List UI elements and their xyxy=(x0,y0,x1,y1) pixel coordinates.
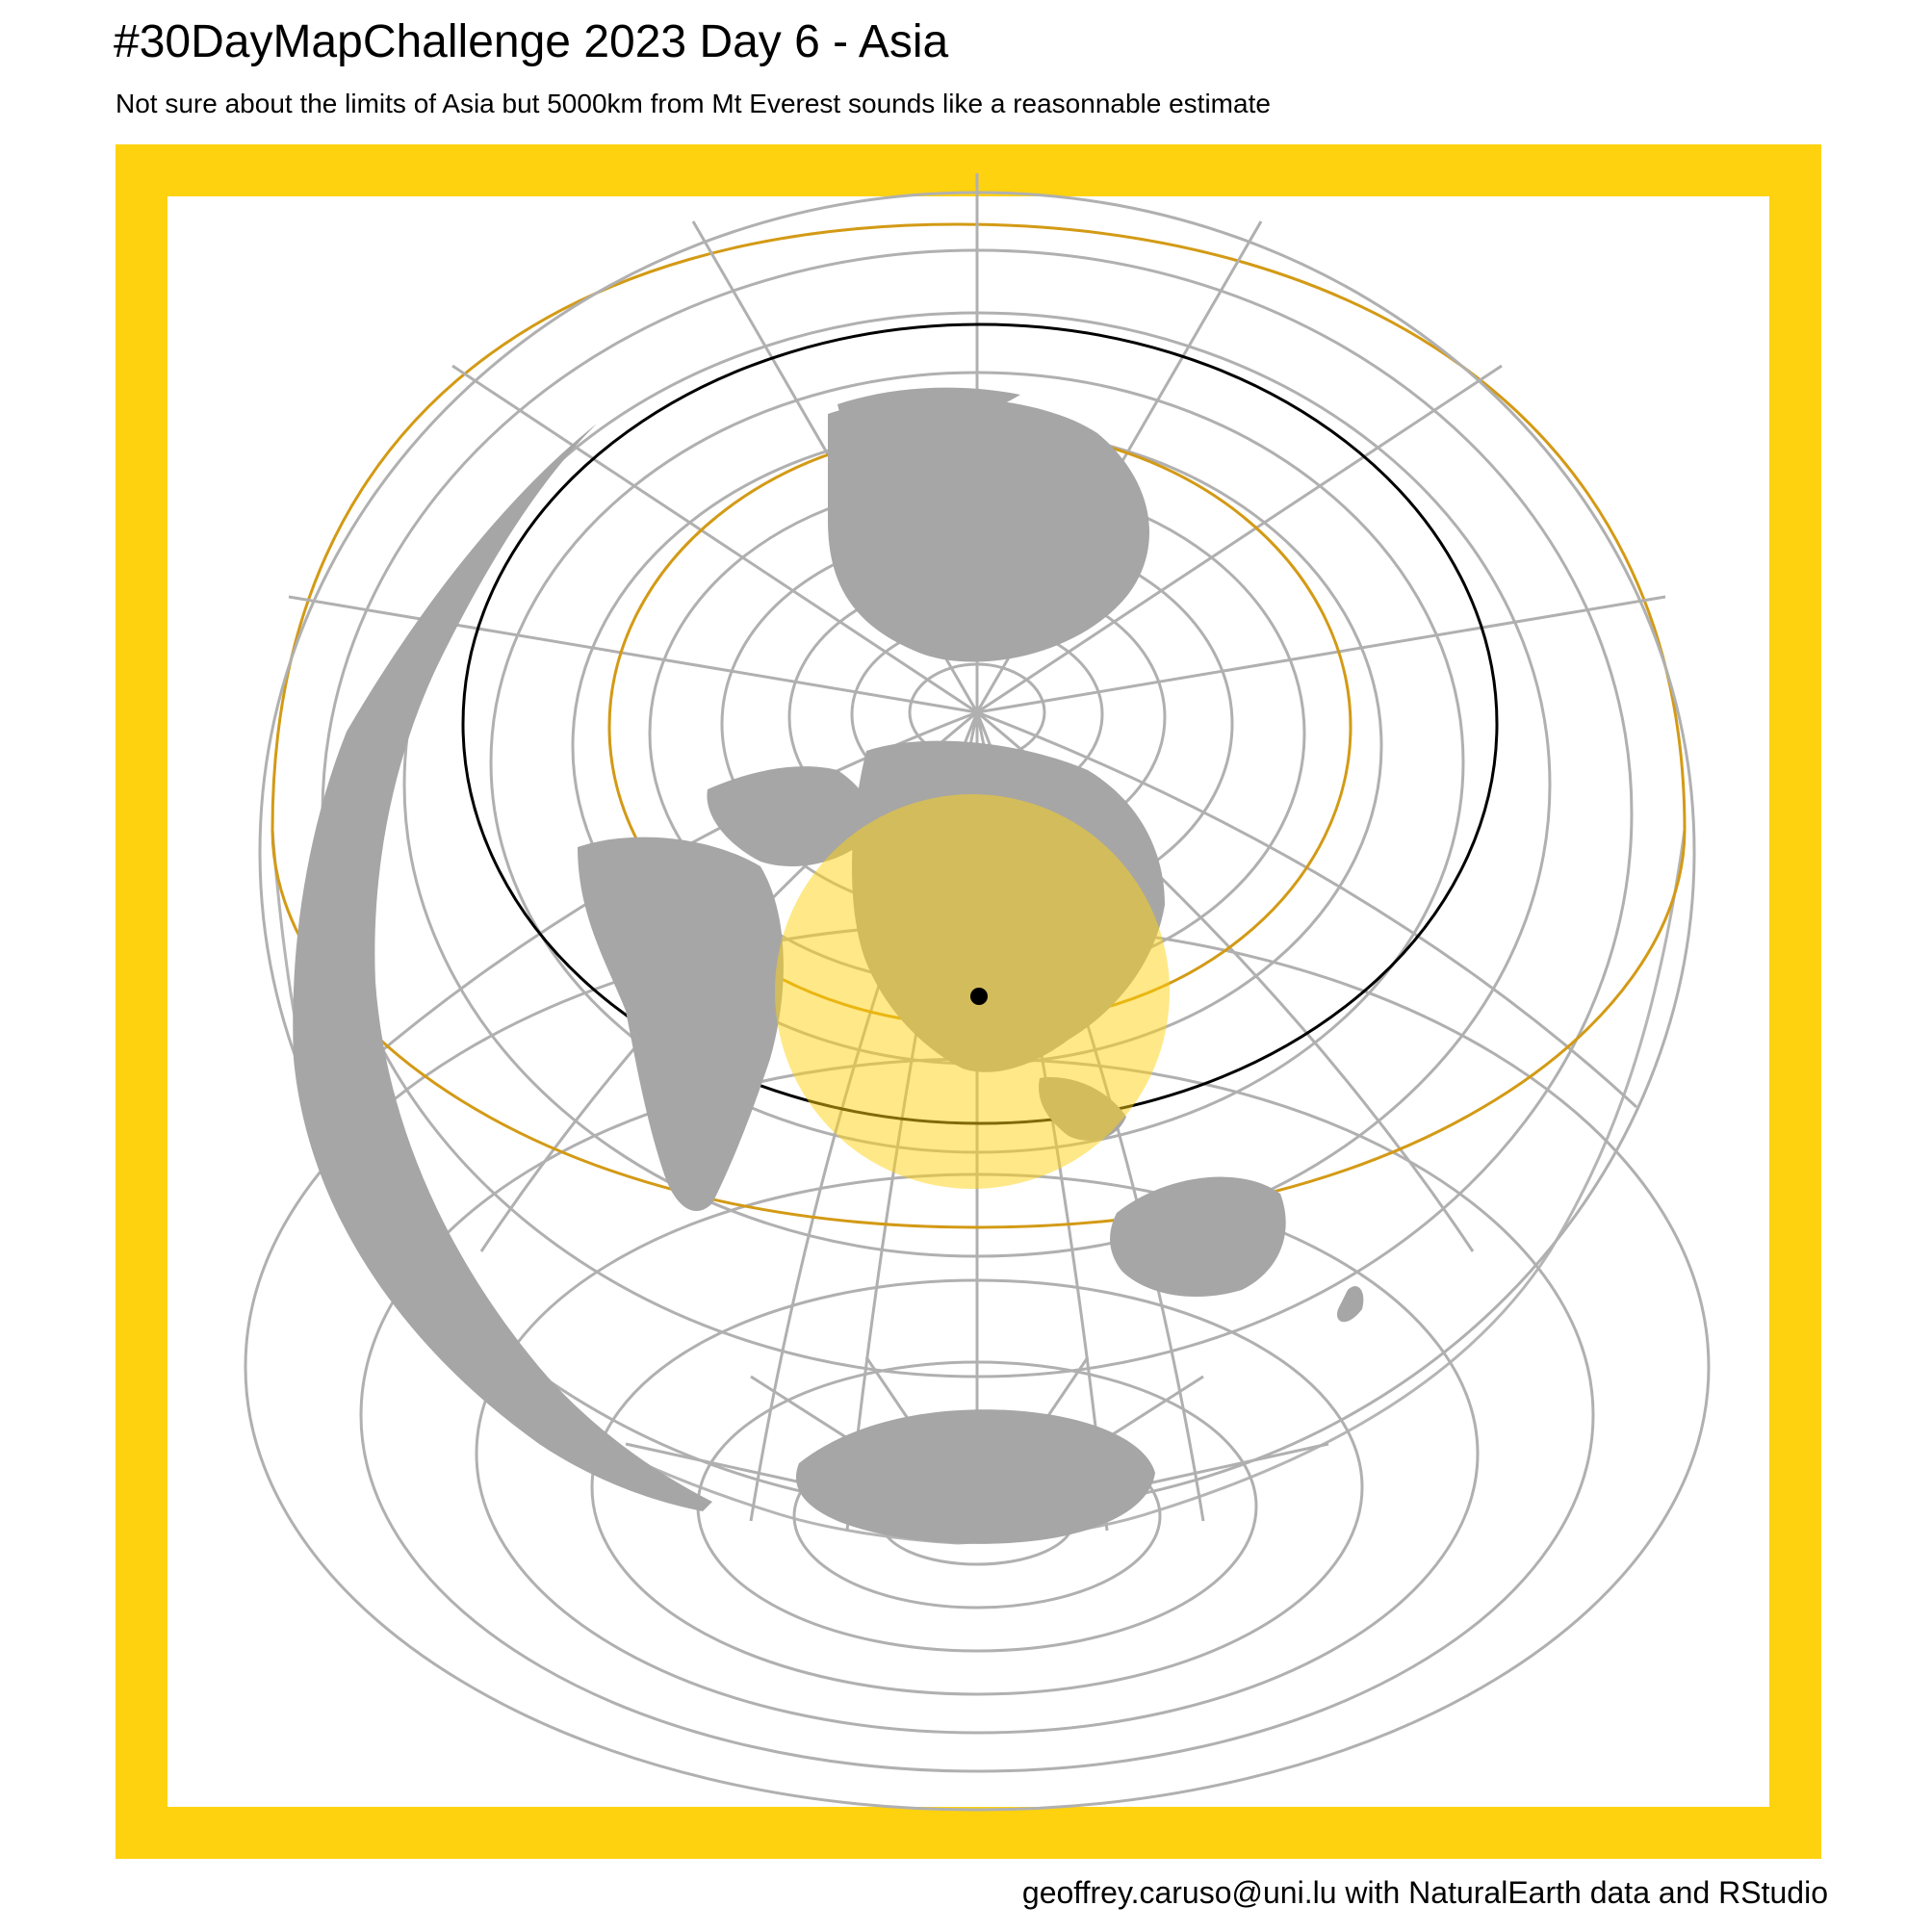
land-arctic-canada xyxy=(837,387,1020,443)
outer-gold-ring xyxy=(270,222,1687,831)
land-americas xyxy=(293,424,712,1511)
everest-point xyxy=(970,988,988,1005)
land-africa xyxy=(578,837,784,1212)
page-subtitle: Not sure about the limits of Asia but 50… xyxy=(116,89,1271,118)
caption: geoffrey.caruso@uni.lu with NaturalEarth… xyxy=(1021,1875,1828,1910)
map-frame xyxy=(116,144,1821,1859)
page-title: #30DayMapChallenge 2023 Day 6 - Asia xyxy=(114,16,949,67)
land-greenland xyxy=(828,397,1149,662)
land-antarctica xyxy=(795,1409,1155,1544)
land-new-zealand xyxy=(1337,1286,1364,1323)
land-australia xyxy=(1110,1176,1286,1298)
land-europe xyxy=(707,766,871,866)
